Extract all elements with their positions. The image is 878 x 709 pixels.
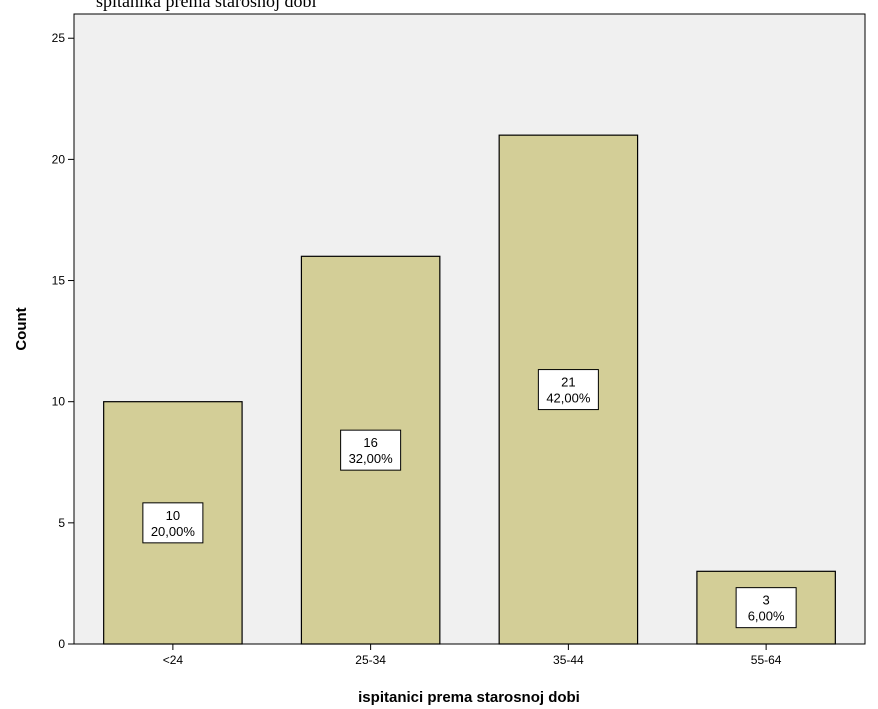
y-tick-label: 15 bbox=[52, 274, 66, 288]
data-label-count: 3 bbox=[763, 593, 770, 608]
y-tick-label: 10 bbox=[52, 395, 66, 409]
x-tick-label: 25-34 bbox=[355, 653, 386, 667]
data-label-count: 21 bbox=[561, 375, 575, 390]
page-caption: spitanika prema starosnoj dobi bbox=[96, 0, 317, 11]
y-tick-label: 0 bbox=[58, 637, 65, 651]
y-tick-label: 25 bbox=[52, 31, 66, 45]
data-label-percent: 42,00% bbox=[546, 391, 591, 406]
data-label-box bbox=[537, 369, 599, 411]
y-tick-label: 5 bbox=[58, 516, 65, 530]
data-label-percent: 6,00% bbox=[748, 609, 785, 624]
data-label-count: 16 bbox=[363, 435, 377, 450]
data-label-percent: 32,00% bbox=[349, 451, 394, 466]
x-tick-label: 35-44 bbox=[553, 653, 584, 667]
data-label-count: 10 bbox=[166, 508, 180, 523]
data-label-percent: 20,00% bbox=[151, 524, 196, 539]
x-tick-label: 55-64 bbox=[751, 653, 782, 667]
y-axis-title: Count bbox=[13, 307, 30, 350]
data-label-box bbox=[340, 429, 402, 471]
x-tick-label: <24 bbox=[163, 653, 184, 667]
data-label-box bbox=[735, 587, 797, 629]
data-label-box bbox=[142, 502, 204, 544]
x-axis-title: ispitanici prema starosnoj dobi bbox=[358, 689, 580, 706]
y-tick-label: 20 bbox=[52, 152, 66, 166]
